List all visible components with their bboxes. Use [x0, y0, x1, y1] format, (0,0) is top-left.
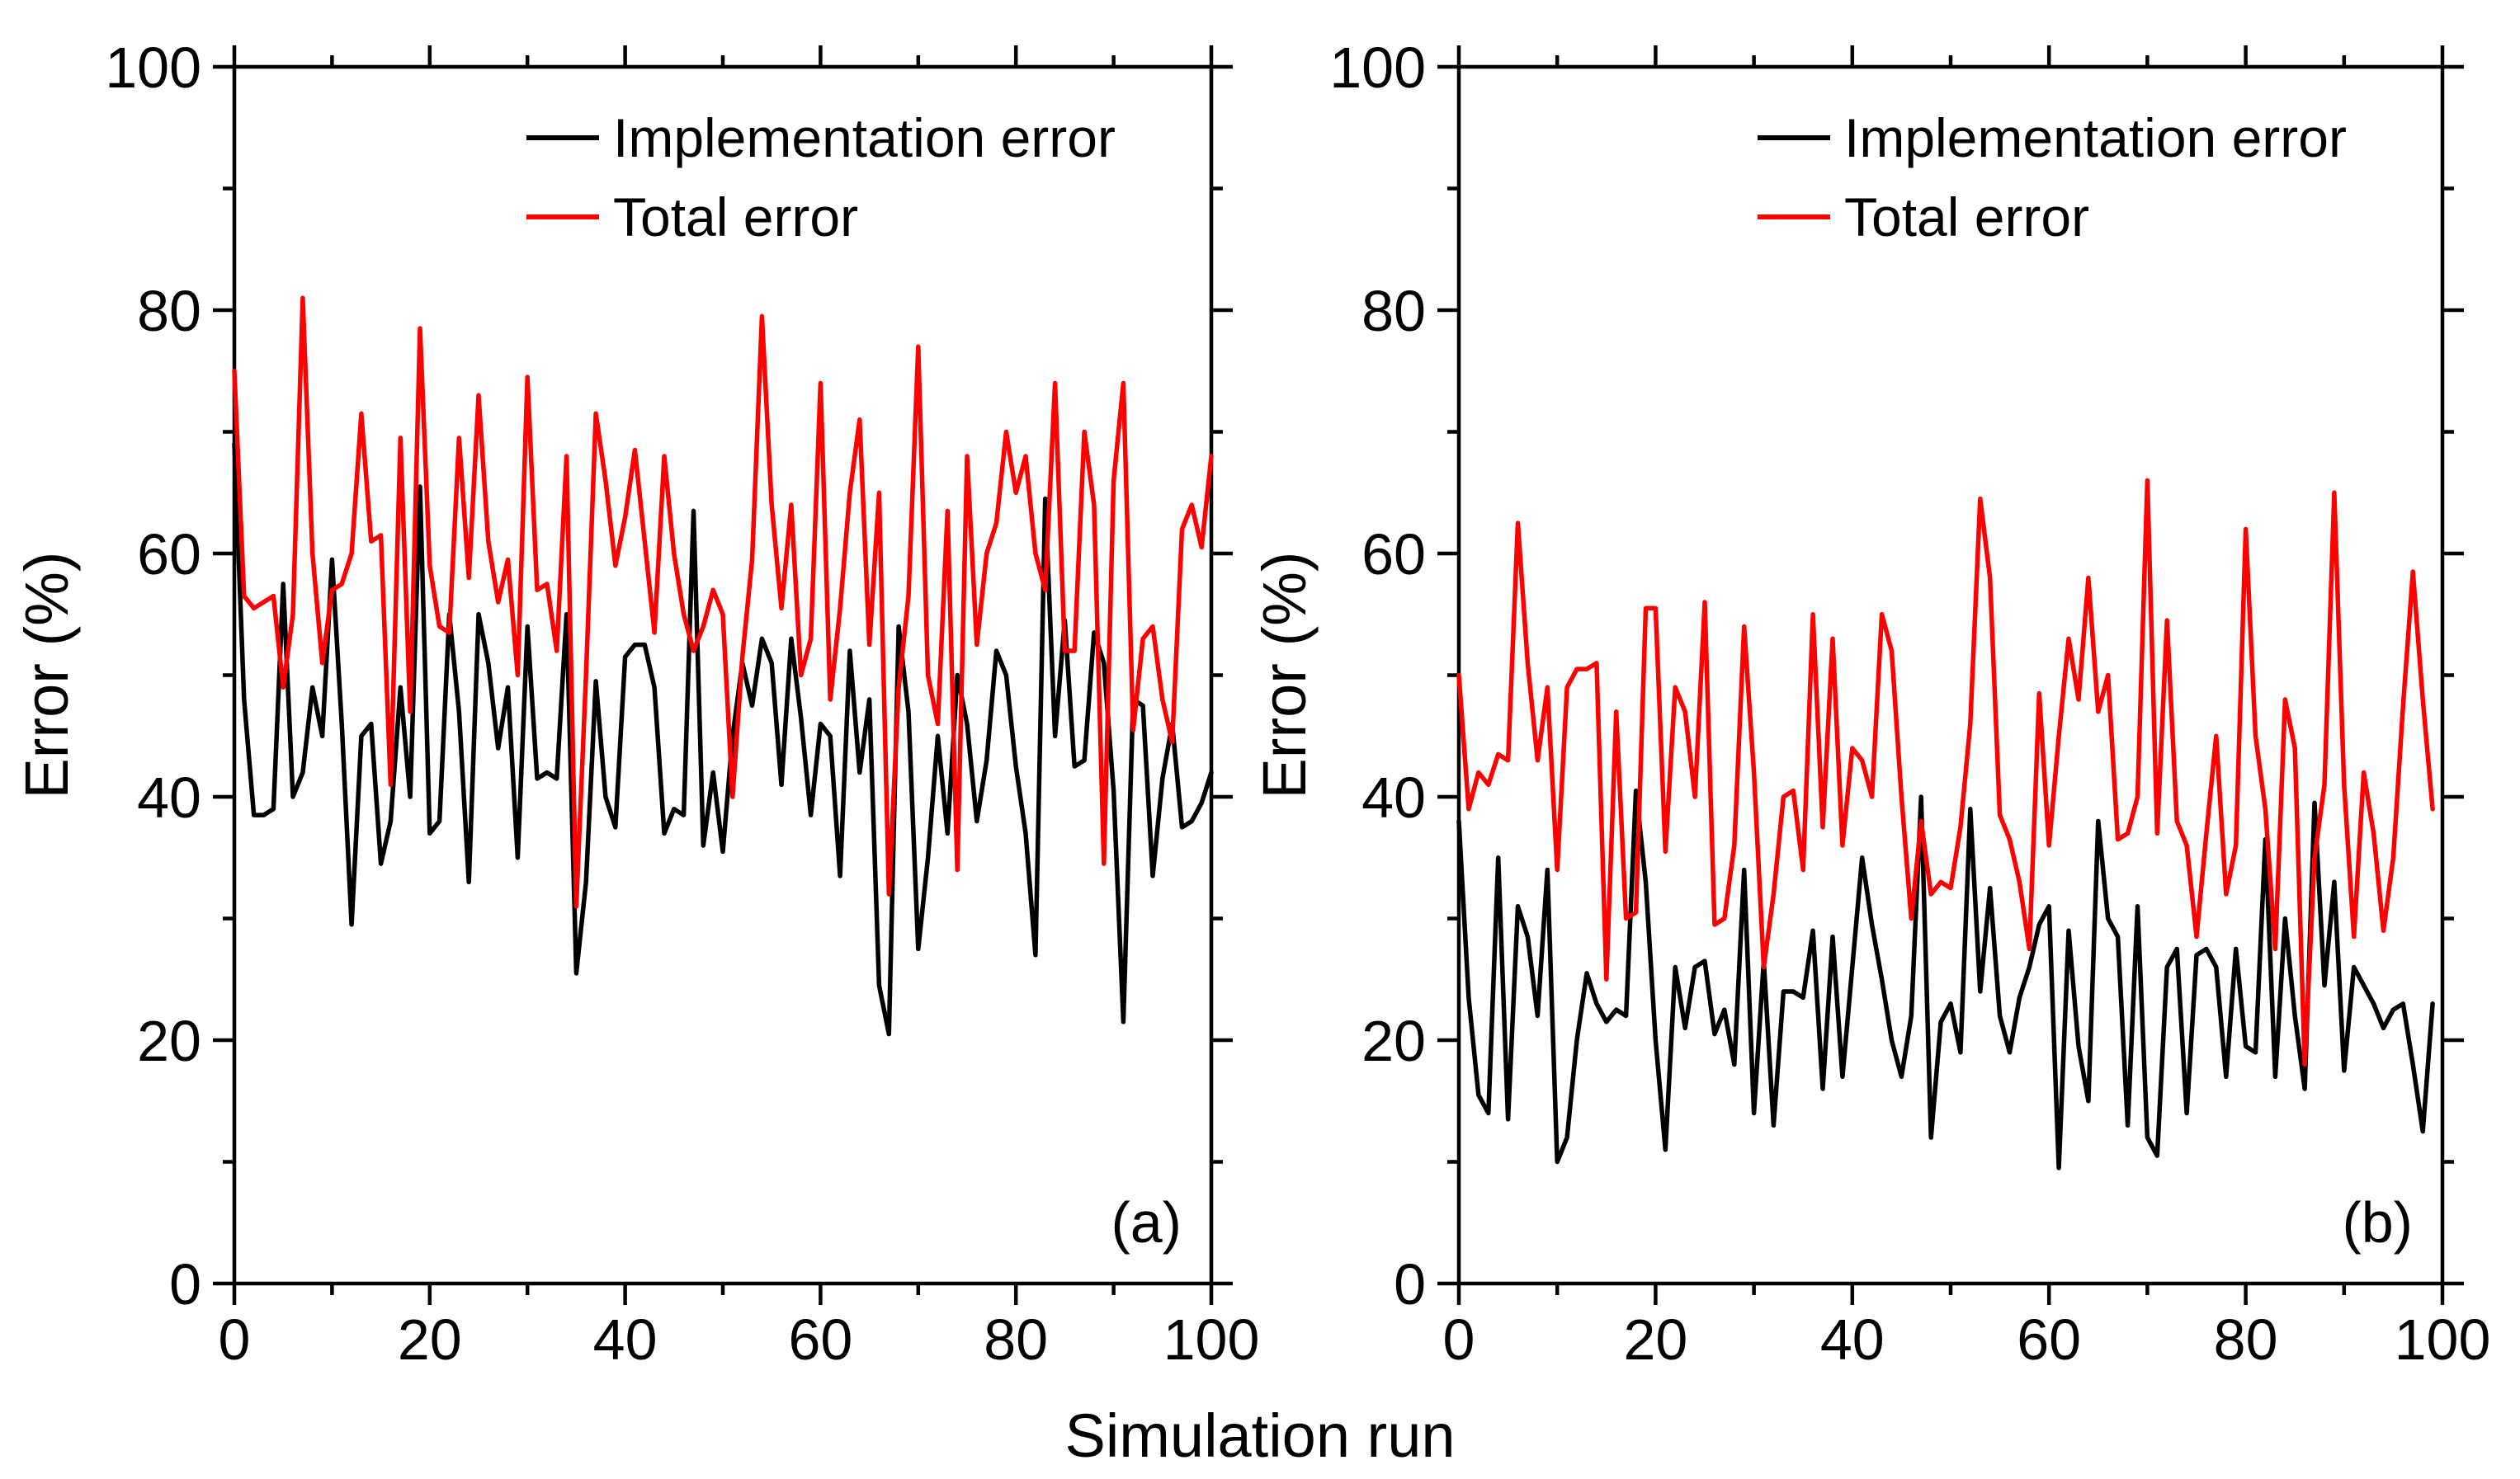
- x-tick-label: 40: [1820, 1307, 1885, 1372]
- y-tick-label: 0: [1394, 1252, 1426, 1316]
- x-tick-label: 100: [1163, 1307, 1260, 1372]
- plot-frame: [232, 64, 1214, 1286]
- x-tick-label: 20: [1623, 1307, 1687, 1372]
- x-tick-label: 0: [1443, 1307, 1475, 1372]
- y-tick-label: 100: [105, 35, 201, 100]
- y-tick-label: 60: [1361, 522, 1426, 586]
- legend-label-total-error: Total error: [613, 186, 858, 247]
- y-tick-label: 60: [137, 522, 201, 586]
- x-tick-label: 60: [2017, 1307, 2081, 1372]
- y-tick-label: 80: [1361, 279, 1426, 343]
- x-tick-label: 80: [2214, 1307, 2278, 1372]
- series-line-total-error: [232, 295, 1214, 909]
- x-tick-label: 0: [219, 1307, 251, 1372]
- y-tick-label: 0: [169, 1252, 201, 1316]
- legend-label-total-error: Total error: [1844, 186, 2089, 247]
- series-line-implementation-error: [1456, 788, 2435, 1170]
- y-tick-label: 20: [137, 1009, 201, 1073]
- plot-frame: [1456, 64, 2445, 1286]
- panel-label: (b): [2342, 1190, 2413, 1255]
- x-tick-label: 100: [2395, 1307, 2491, 1372]
- legend-label-implementation-error: Implementation error: [613, 107, 1116, 168]
- chart-panel-a: 0 20 40 60 80 100 0 20 40 60 80 100 Error (%) Impleme…: [12, 35, 1259, 1372]
- y-tick-label: 80: [137, 279, 201, 343]
- y-tick-label: 100: [1329, 35, 1426, 100]
- y-tick-label: 40: [137, 765, 201, 830]
- y-axis-title: Error (%): [12, 551, 81, 798]
- x-tick-label: 20: [398, 1307, 462, 1372]
- y-tick-label: 20: [1361, 1009, 1426, 1073]
- chart-panel-b: 0 20 40 60 80 100 0 20 40 60 80 100 Error (%) Impleme…: [1250, 35, 2490, 1372]
- y-axis-title: Error (%): [1250, 551, 1319, 798]
- x-tick-label: 60: [788, 1307, 852, 1372]
- x-tick-label: 40: [593, 1307, 658, 1372]
- series-line-total-error: [1456, 478, 2435, 1067]
- panel-label: (a): [1111, 1190, 1182, 1255]
- y-tick-label: 40: [1361, 765, 1426, 830]
- x-tick-label: 80: [984, 1307, 1048, 1372]
- shared-x-axis-title: Simulation run: [1064, 1401, 1455, 1470]
- legend-label-implementation-error: Implementation error: [1844, 107, 2347, 168]
- series-line-implementation-error: [232, 441, 1214, 1037]
